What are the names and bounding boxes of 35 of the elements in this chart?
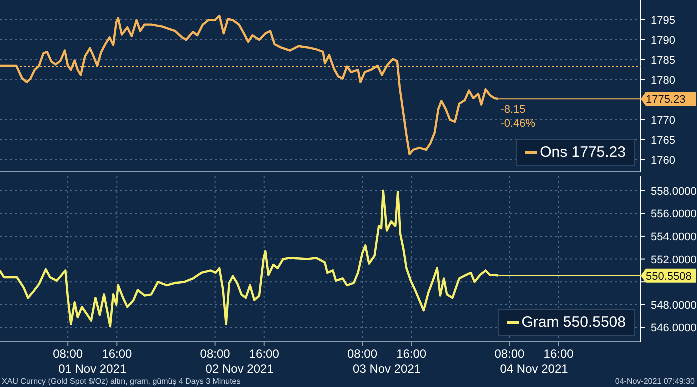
x-tick-label: 08:00 bbox=[494, 347, 526, 361]
legend-label: Gram 550.5508 bbox=[520, 314, 626, 331]
text: 04 Nov 2021 bbox=[500, 362, 568, 376]
y-tick-label: 554.0000 bbox=[651, 231, 697, 244]
ref-line-label: 550.5508 bbox=[646, 270, 692, 283]
y-tick-label: 1785 bbox=[651, 55, 676, 67]
text: 01 Nov 2021 bbox=[58, 362, 127, 376]
x-tick-label: 16:00 bbox=[102, 347, 132, 361]
text: 03 Nov 2021 bbox=[353, 362, 422, 376]
annotation: -0.46% bbox=[500, 118, 536, 130]
y-tick-label: 1765 bbox=[651, 135, 676, 147]
text: 04-Nov-2021 07:49:30 bbox=[615, 377, 695, 386]
y-tick-label: 1760 bbox=[651, 155, 676, 167]
x-tick-label: 16:00 bbox=[249, 347, 280, 361]
legend-label: Ons 1775.23 bbox=[539, 144, 626, 161]
x-tick-label: 08:00 bbox=[200, 347, 231, 361]
x-tick-label: 08:00 bbox=[53, 347, 84, 361]
ref-line-label: 1775.23 bbox=[646, 94, 686, 106]
y-tick-label: 558.0000 bbox=[651, 186, 697, 198]
y-tick-label: 1770 bbox=[651, 115, 676, 127]
y-tick-label: 548.0000 bbox=[651, 300, 697, 312]
y-tick-label: 1790 bbox=[651, 35, 676, 47]
x-tick-label: 16:00 bbox=[544, 347, 574, 361]
y-tick-label: 1780 bbox=[651, 75, 676, 87]
y-tick-label: 1795 bbox=[651, 15, 676, 27]
text: XAU Curncy (Gold Spot $/Oz) altın, gram, gümüş 4 Days 3 Minutes bbox=[2, 377, 241, 386]
annotation: -8.15 bbox=[500, 104, 526, 116]
y-tick-label: 556.0000 bbox=[651, 208, 697, 221]
legend-box: Gram 550.5508 bbox=[498, 309, 635, 336]
legend-box: Ons 1775.23 bbox=[516, 139, 635, 166]
y-tick-label: 546.0000 bbox=[651, 322, 697, 335]
x-tick-label: 16:00 bbox=[396, 347, 427, 361]
y-tick-label: 552.0000 bbox=[651, 254, 697, 266]
x-tick-label: 08:00 bbox=[348, 347, 378, 361]
text: 02 Nov 2021 bbox=[206, 362, 274, 376]
